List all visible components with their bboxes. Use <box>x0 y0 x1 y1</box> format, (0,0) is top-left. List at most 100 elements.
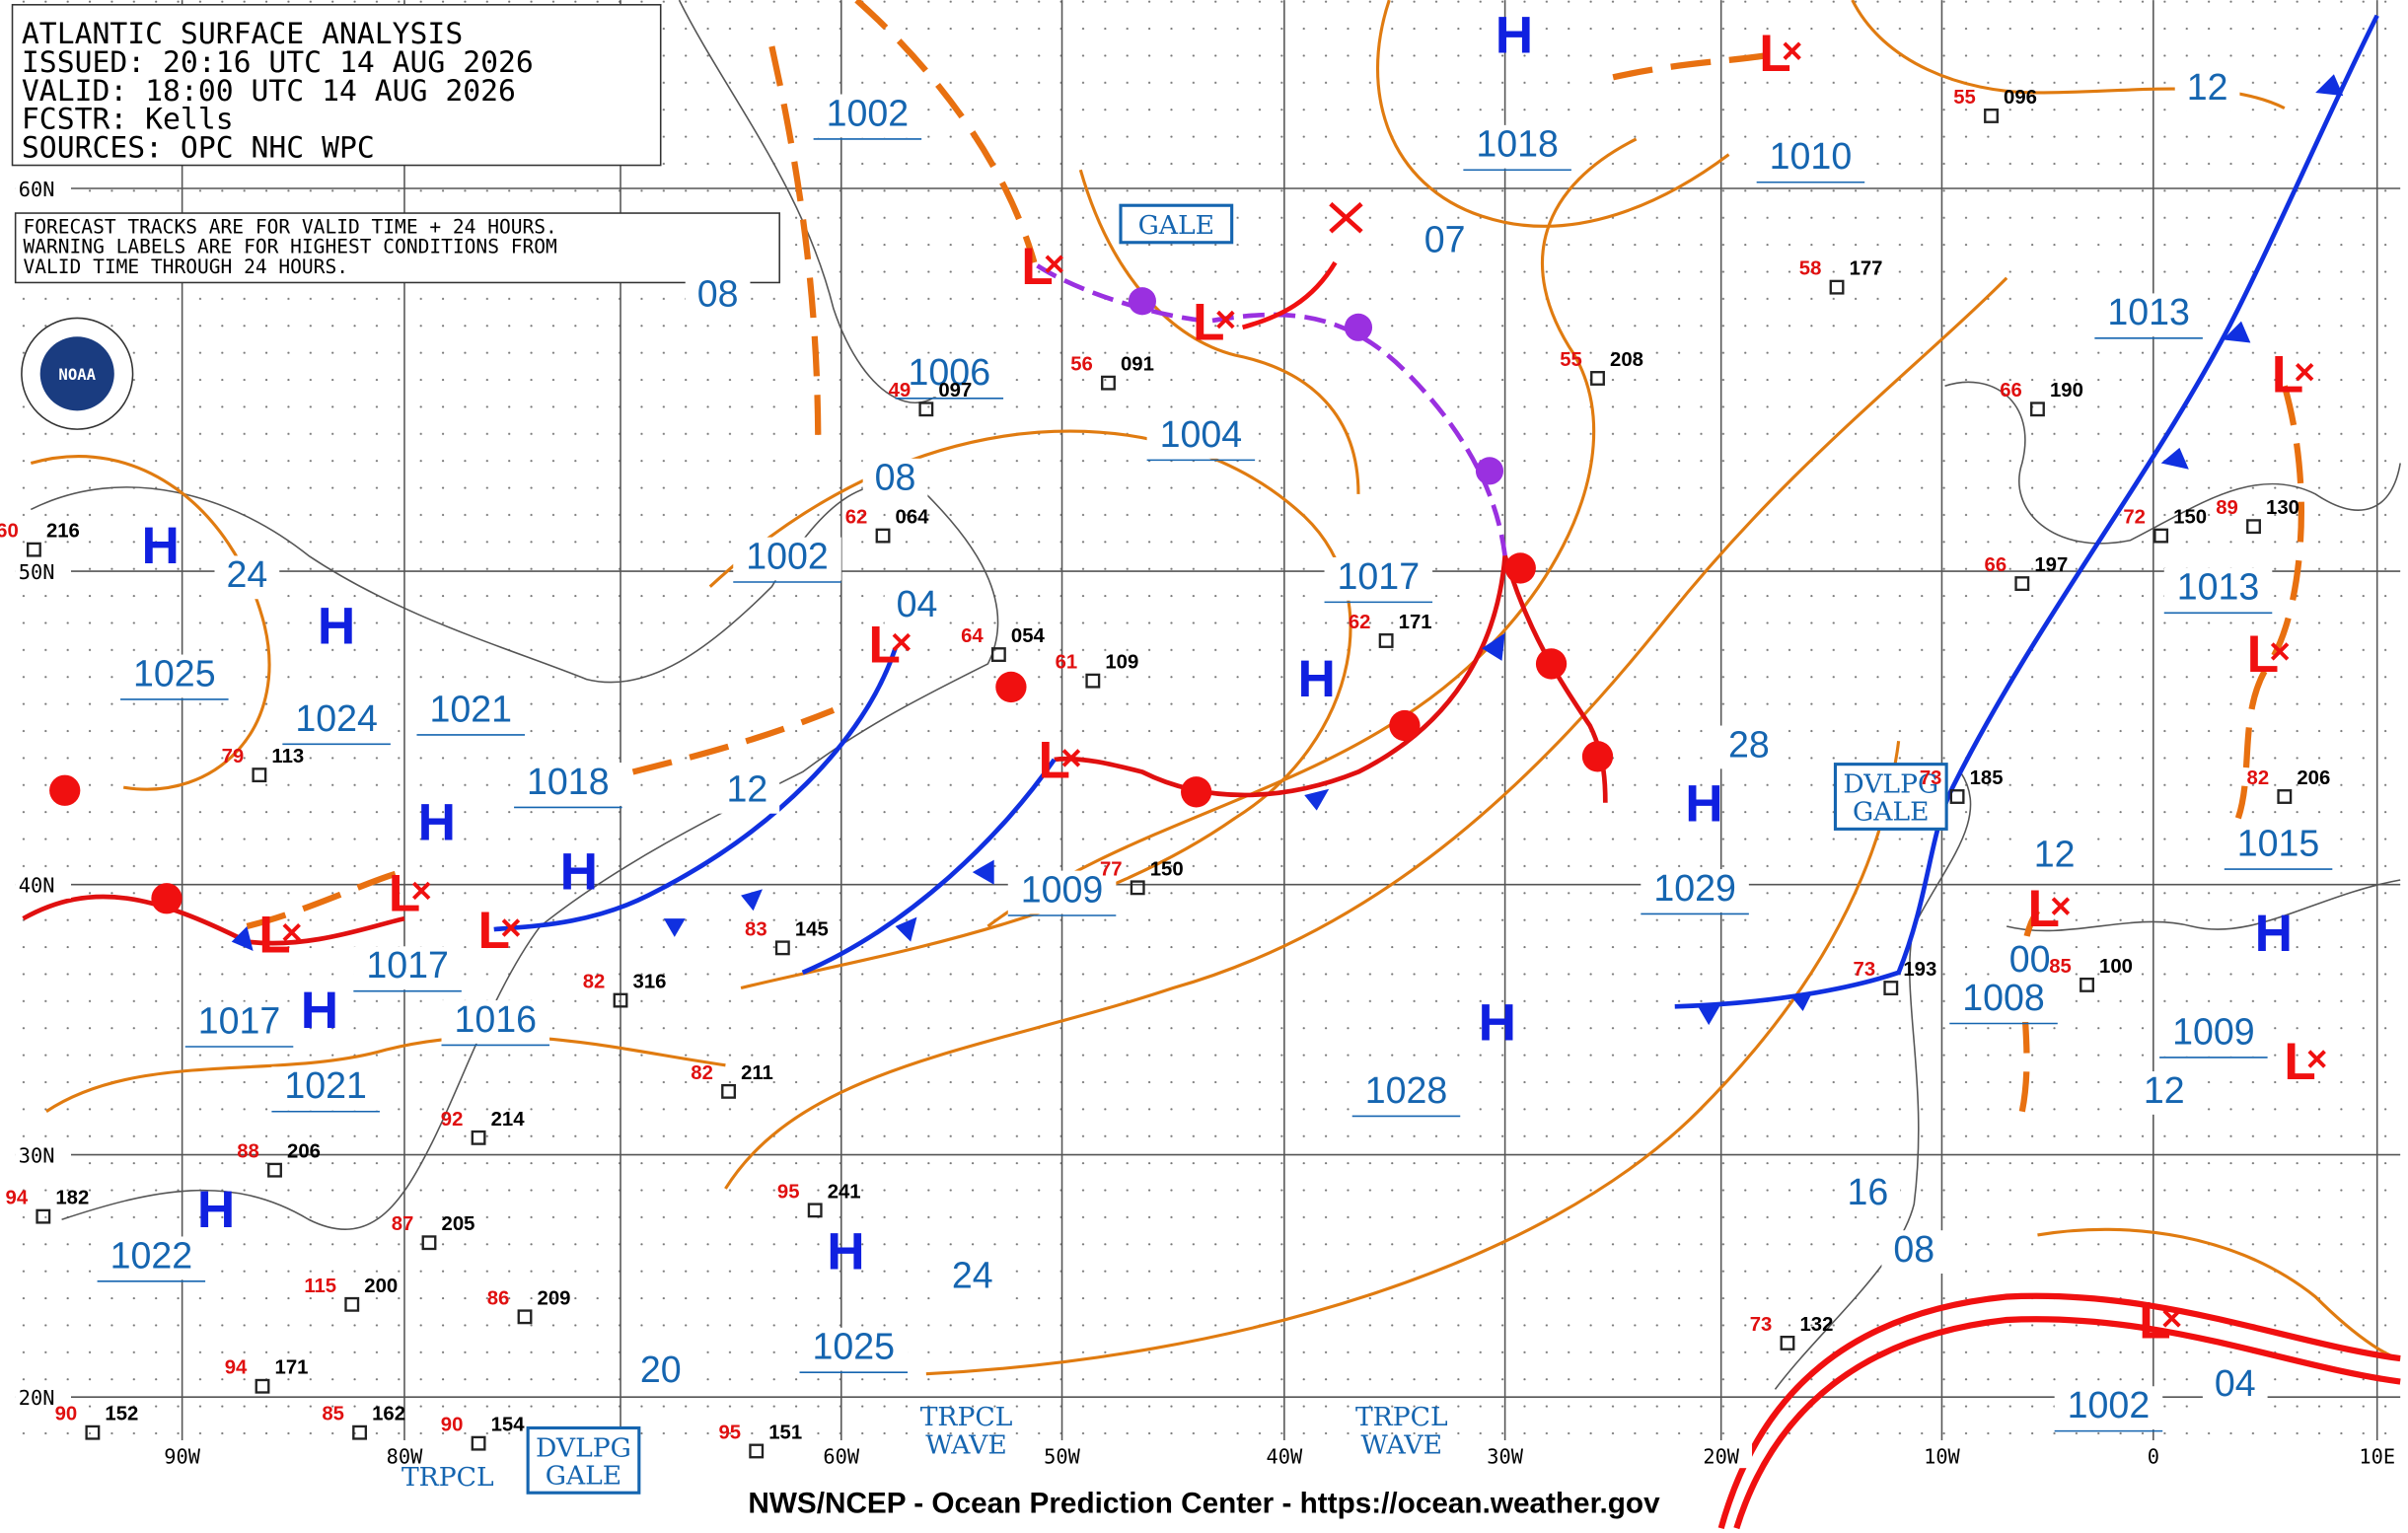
lon-label: 10E <box>2359 1444 2395 1468</box>
station-pressure: 130 <box>2266 497 2299 519</box>
isobar-label: 1015 <box>2237 823 2320 864</box>
isobar-label: 12 <box>2034 833 2076 874</box>
isobar-label: 1008 <box>1962 977 2045 1018</box>
lon-label-bg <box>1256 1440 1316 1469</box>
lon-label-bg <box>813 1440 873 1469</box>
lon-label: 20W <box>1703 1444 1739 1468</box>
station-temp: 85 <box>2049 956 2072 978</box>
station-pressure: 190 <box>2050 380 2083 402</box>
isobar-label: 1028 <box>1365 1069 1448 1111</box>
pressure-center: L <box>2284 1033 2316 1091</box>
isobar-label: 1018 <box>527 761 610 802</box>
station <box>2014 576 2030 592</box>
isobar-label-bg <box>2202 1364 2268 1409</box>
station-pressure: 109 <box>1105 652 1138 674</box>
isobar-label-bg <box>97 1236 206 1280</box>
station <box>721 1083 736 1099</box>
station-pressure: 214 <box>491 1109 526 1131</box>
station-temp: 82 <box>2247 767 2270 789</box>
station-temp: 79 <box>222 746 245 767</box>
station-pressure: 185 <box>1970 767 2004 789</box>
station <box>1101 375 1116 391</box>
header-box <box>11 4 662 167</box>
isobar-label-bg <box>514 763 622 806</box>
station-temp: 95 <box>777 1181 800 1203</box>
pressure-center: L <box>389 864 421 922</box>
front-symbols <box>49 552 1614 914</box>
center-x <box>2295 363 2314 382</box>
isobar-label-bg <box>1146 415 1256 459</box>
lon-label-bg <box>1914 1440 1973 1469</box>
isobar-label: 00 <box>2009 938 2051 980</box>
lon-label-bg <box>376 1440 436 1469</box>
isobar-label: 1006 <box>909 351 991 393</box>
isobar-label: 1022 <box>110 1234 193 1276</box>
station <box>918 402 934 417</box>
note-line: WARNING LABELS ARE FOR HIGHEST CONDITION… <box>23 236 556 258</box>
isobar-label: 1013 <box>2177 566 2260 608</box>
station-temp: 77 <box>1100 858 1123 880</box>
pressure-center: H <box>418 793 456 851</box>
isobar-label-bg <box>1463 124 1571 169</box>
isobar-label: 1024 <box>295 697 378 739</box>
isobar-label: 1002 <box>827 92 910 133</box>
isobar-label: 1002 <box>2068 1384 2151 1425</box>
pressure-center: H <box>560 842 598 901</box>
warning-box <box>1119 203 1234 245</box>
isobar-label-bg <box>1412 220 1478 264</box>
isobar-label: 07 <box>1424 219 1466 260</box>
isobar-label-bg <box>120 654 229 698</box>
station-temp: 60 <box>0 521 19 543</box>
isobar-label-bg <box>2163 567 2273 612</box>
station-pressure: 206 <box>2297 767 2330 789</box>
fronts <box>22 14 2401 1530</box>
station-pressure: 132 <box>1799 1314 1833 1336</box>
lat-label: 20N <box>19 1386 55 1410</box>
lat-label-bg <box>15 1383 71 1412</box>
station-temp: 83 <box>745 918 767 940</box>
lon-label: 80W <box>387 1444 423 1468</box>
station-temp: 82 <box>583 972 606 993</box>
isobar-label-bg <box>939 1256 1005 1300</box>
isobar-label-bg <box>2224 824 2333 868</box>
station <box>2246 519 2261 535</box>
front-triangles <box>231 74 2344 1026</box>
station <box>875 528 891 544</box>
station <box>1130 880 1145 896</box>
station <box>774 940 790 956</box>
isobar-label: 1017 <box>1338 555 1421 597</box>
isobar-label: 1002 <box>746 535 829 576</box>
station-temp: 115 <box>304 1276 336 1297</box>
isobar-label-bg <box>2054 1386 2163 1430</box>
isobar-label-bg <box>184 1001 294 1046</box>
station-pressure: 152 <box>105 1404 138 1425</box>
pressure-center: H <box>1479 994 1516 1053</box>
isobar-label: 24 <box>952 1255 993 1296</box>
warning-label: TRPCL WAVE <box>1355 1402 1448 1460</box>
lon-label: 30W <box>1487 1444 1523 1468</box>
warning-label: DVLPG GALE <box>536 1432 631 1491</box>
station-pressure: 162 <box>372 1404 405 1425</box>
pressure-center: H <box>197 1181 235 1239</box>
station-temp: 73 <box>1920 767 1942 789</box>
pressure-center: L <box>1038 732 1070 790</box>
pressure-center: H <box>318 598 355 656</box>
pressure-center: L <box>1193 293 1225 351</box>
station <box>1984 109 1999 123</box>
warning-label: TRPCL <box>401 1462 494 1493</box>
center-x <box>1216 310 1235 329</box>
isobar-label-bg <box>862 458 928 502</box>
lat-label: 40N <box>19 874 55 898</box>
center-x <box>2270 642 2290 661</box>
warning-label: DVLPG GALE <box>1843 769 1938 828</box>
station-pressure: 209 <box>538 1287 571 1309</box>
logo-text: NOAA <box>58 365 96 384</box>
station-pressure: 113 <box>271 746 304 767</box>
station <box>990 647 1006 662</box>
header-line: SOURCES: OPC NHC WPC <box>22 131 375 166</box>
isobar-label-bg <box>884 585 950 628</box>
center-x <box>1783 41 1801 60</box>
isobar-label-bg <box>685 274 751 319</box>
pressure-center: H <box>142 517 180 575</box>
isobar-label: 1029 <box>1653 867 1736 909</box>
